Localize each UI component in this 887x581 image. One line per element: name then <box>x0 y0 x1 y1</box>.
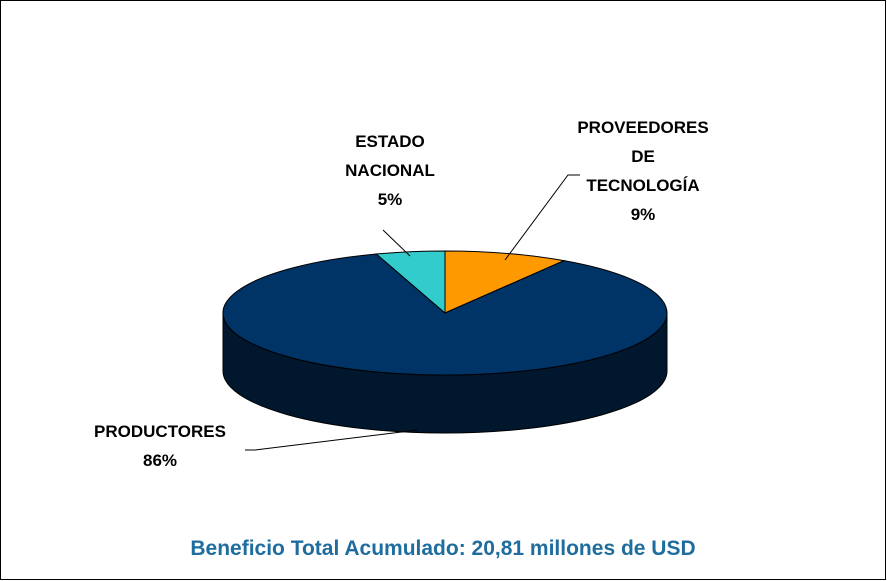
slice-label: ESTADO NACIONAL <box>345 132 435 180</box>
slice-label: PROVEEDORES DE TECNOLOGÍA <box>577 118 708 195</box>
leader-line <box>504 174 580 261</box>
slice-value-label: 5% <box>378 190 403 209</box>
slice <box>222 253 668 376</box>
slice-value-label: 9% <box>631 205 656 224</box>
leader-line <box>245 429 419 451</box>
slice-label: PRODUCTORES <box>94 422 226 441</box>
slice <box>375 250 446 315</box>
slice-value-label: 86% <box>143 451 177 470</box>
chart-title: Beneficio Total Acumulado: 20,81 millone… <box>190 537 695 560</box>
slice <box>444 250 566 314</box>
leader-line <box>382 229 411 257</box>
